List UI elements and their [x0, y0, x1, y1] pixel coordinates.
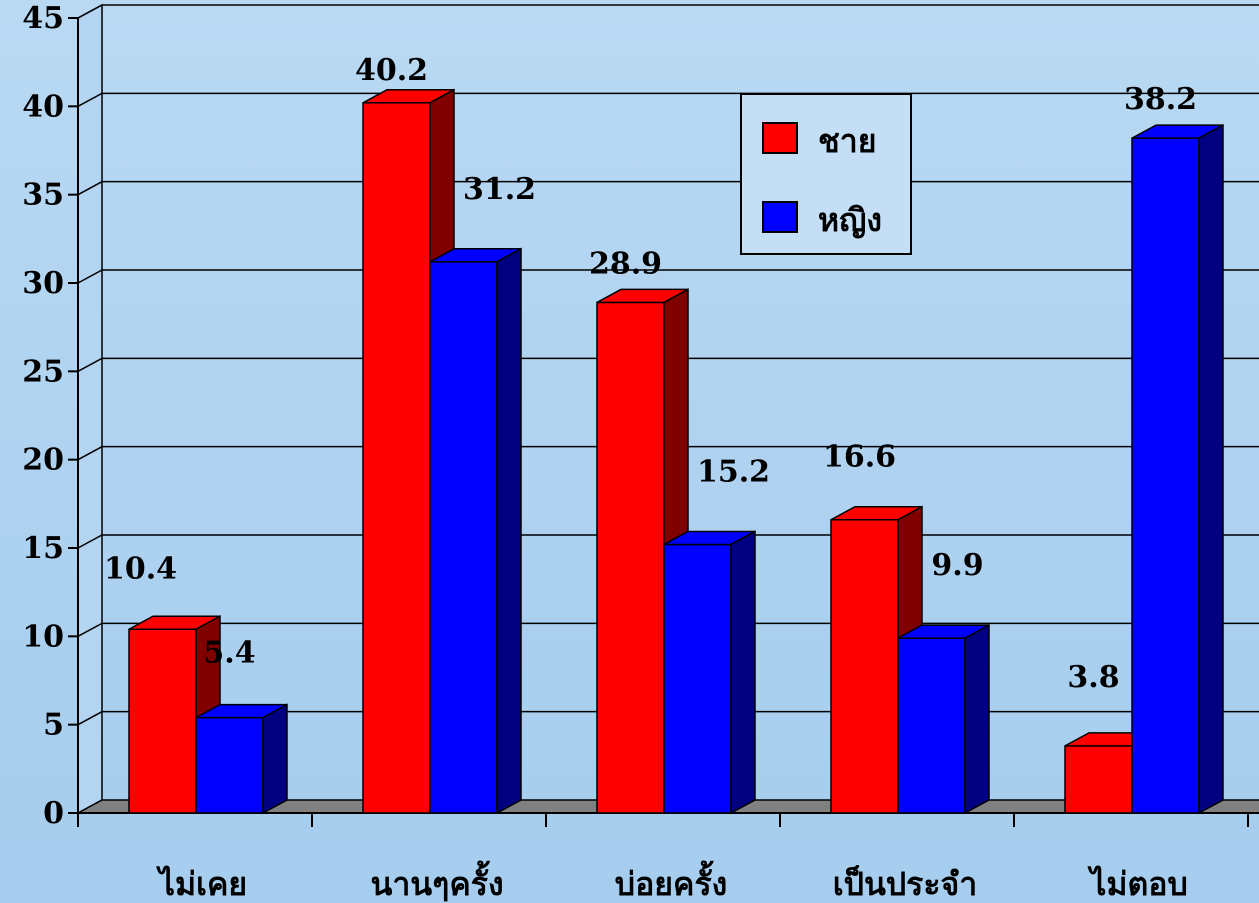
gridline — [77, 180, 1259, 196]
data-label: 9.9 — [931, 548, 983, 583]
category-label: นานๆครั้ง — [370, 860, 503, 903]
category-label: บ่อยครั้ง — [615, 860, 728, 903]
bar-side — [964, 623, 990, 815]
legend: ชาย หญิง — [740, 93, 912, 255]
y-tick-label: 40 — [22, 89, 64, 124]
y-tick-label: 15 — [22, 531, 64, 566]
gridline — [77, 445, 1259, 461]
data-labels: 10.4 5.4 40.2 31.2 28.9 15.2 16.6 9.9 3.8 38.2 — [104, 53, 1197, 695]
category-label: ไม่ตอบ — [1087, 865, 1188, 903]
bar-front — [128, 628, 197, 814]
legend-swatch-male — [762, 122, 798, 154]
y-tick-label: 20 — [22, 443, 64, 478]
data-label: 31.2 — [463, 172, 536, 207]
gridline — [77, 92, 1259, 107]
bar-front — [830, 518, 899, 814]
data-label: 5.4 — [203, 636, 255, 671]
gridline — [77, 269, 1259, 284]
y-tick-label: 10 — [22, 619, 64, 654]
bar — [429, 247, 522, 815]
legend-label-male: ชาย — [818, 122, 876, 160]
gridline — [77, 4, 1259, 19]
y-tick-label: 5 — [43, 708, 64, 743]
bar — [195, 703, 288, 815]
gridline — [77, 357, 1259, 372]
bar-front — [1131, 137, 1200, 814]
bar-side — [730, 530, 756, 815]
category-label: เป็นประจำ — [833, 864, 978, 903]
axes: 0 5 10 15 20 25 30 35 40 45 ไม่เคย นานๆครั้ง บ่อยครั… — [22, 1, 1259, 903]
y-tick-label: 45 — [22, 1, 64, 36]
plot-side-wall — [77, 3, 103, 815]
data-label: 3.8 — [1067, 660, 1119, 695]
data-label: 28.9 — [589, 246, 662, 281]
bars — [128, 88, 1224, 815]
y-tick-label: 30 — [22, 266, 64, 301]
bar-side — [262, 703, 288, 815]
bar-front — [195, 716, 264, 814]
data-label: 38.2 — [1124, 82, 1197, 117]
data-label: 10.4 — [104, 551, 177, 586]
bar-front — [663, 543, 732, 814]
bar — [1131, 123, 1224, 815]
bar-front — [362, 102, 431, 814]
bar-front — [1064, 745, 1133, 814]
bar-front — [897, 637, 966, 814]
bar-front — [429, 261, 498, 814]
data-label: 40.2 — [355, 53, 428, 88]
y-tick-label: 35 — [22, 178, 64, 213]
bar-front — [596, 301, 665, 814]
bar-side — [1198, 123, 1224, 815]
data-label: 15.2 — [697, 454, 770, 489]
legend-swatch-female — [762, 201, 798, 233]
y-tick-label: 0 — [43, 796, 64, 831]
category-label: ไม่เคย — [156, 865, 247, 903]
bar — [897, 623, 990, 815]
bar-side — [496, 247, 522, 815]
bar — [663, 530, 756, 815]
legend-label-female: หญิง — [818, 201, 882, 239]
y-tick-label: 25 — [22, 354, 64, 389]
data-label: 16.6 — [823, 440, 896, 475]
